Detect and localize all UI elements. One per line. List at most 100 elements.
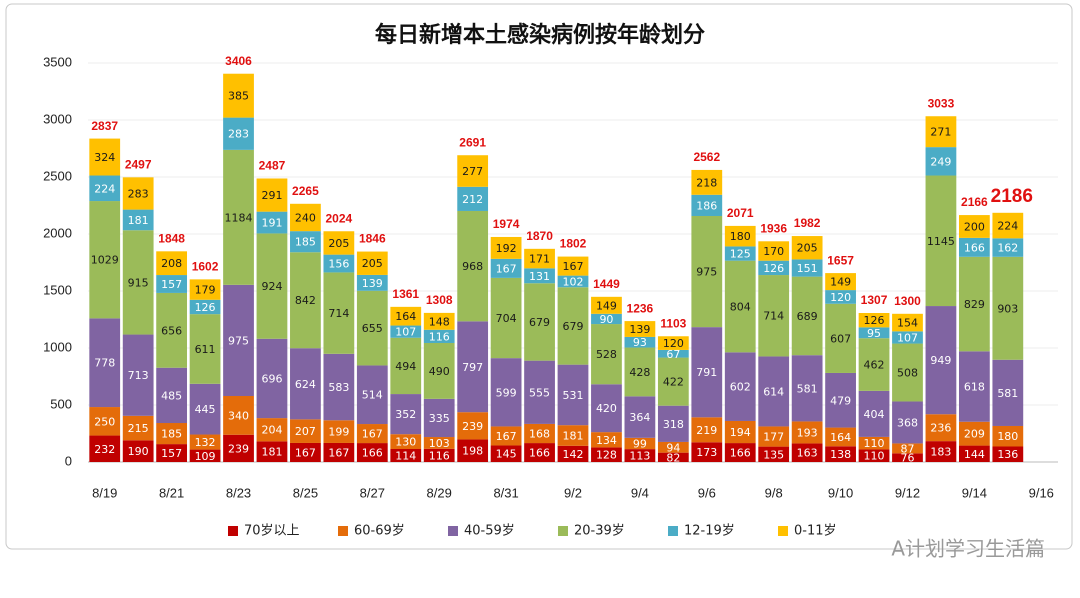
segment-label: 180 (997, 430, 1018, 443)
segment-label: 555 (529, 386, 550, 399)
segment-label: 385 (228, 90, 249, 103)
bar-segment (958, 421, 990, 446)
bar-segment (892, 453, 923, 462)
legend-swatch (668, 526, 678, 536)
segment-label: 180 (730, 230, 751, 243)
bar-segment (724, 260, 756, 353)
bar-segment (356, 251, 388, 275)
bar-segment (858, 449, 890, 462)
total-label: 1236 (627, 301, 654, 315)
bar-segment (791, 443, 823, 462)
segment-label: 205 (797, 242, 818, 255)
segment-label: 714 (328, 307, 349, 320)
segment-label: 531 (563, 389, 584, 402)
bar-segment (490, 277, 522, 359)
segment-label: 607 (830, 332, 851, 345)
segment-label: 340 (228, 409, 249, 422)
bar-segment (490, 258, 522, 278)
bar-segment (624, 336, 656, 348)
segment-label: 924 (261, 280, 282, 293)
segment-label: 183 (930, 446, 951, 459)
y-tick-label: 0 (65, 453, 72, 468)
bar-segment (758, 426, 790, 447)
x-tick-label: 8/19 (92, 485, 117, 500)
total-label: 1103 (660, 316, 686, 330)
bar-segment (256, 441, 288, 462)
bar-segment (423, 342, 455, 399)
bar-segment (892, 401, 923, 444)
segment-label: 125 (730, 248, 751, 261)
segment-label: 903 (997, 302, 1018, 315)
bar-segment (557, 425, 589, 446)
bar-segment (591, 384, 622, 433)
bar-segment (457, 321, 489, 413)
segment-label: 102 (563, 275, 584, 288)
segment-label: 494 (395, 360, 416, 373)
bar-segment (156, 367, 188, 424)
bar-segment (724, 225, 756, 247)
bar-segment (791, 355, 823, 422)
legend-label: 40-59岁 (464, 524, 515, 539)
segment-label: 157 (161, 447, 182, 460)
segment-label: 224 (997, 220, 1018, 233)
segment-label: 204 (261, 424, 282, 437)
bar-segment (858, 313, 890, 328)
segment-label: 181 (261, 446, 282, 459)
total-label: 3033 (928, 96, 955, 110)
total-label: 2497 (125, 158, 152, 172)
segment-label: 114 (395, 450, 416, 463)
segment-label: 171 (529, 253, 550, 266)
bar-segment (390, 325, 422, 338)
total-label: 1974 (493, 217, 520, 231)
x-tick-label: 9/12 (895, 485, 920, 500)
bar-segment (423, 398, 455, 438)
segment-label: 583 (328, 381, 349, 394)
bar-segment (356, 443, 388, 462)
y-tick-label: 2000 (43, 225, 72, 240)
bar-segment (691, 327, 723, 418)
bar-segment (122, 230, 154, 335)
total-label: 2837 (91, 119, 118, 133)
x-tick-label: 8/21 (159, 485, 184, 500)
bar-segment (691, 442, 723, 462)
segment-label: 162 (997, 242, 1018, 255)
bar-segment (825, 273, 856, 291)
y-tick-label: 3000 (43, 111, 72, 126)
bar-segment (791, 421, 823, 444)
segment-label: 151 (797, 262, 818, 275)
bar-segment (156, 251, 188, 276)
segment-label: 148 (429, 315, 450, 328)
bar-segment (256, 418, 288, 442)
bar-segment (624, 347, 656, 397)
segment-label: 179 (195, 284, 216, 297)
segment-label: 181 (563, 429, 584, 442)
total-label: 2071 (727, 206, 754, 220)
bar-segment (758, 275, 790, 357)
bar-segment (122, 177, 154, 210)
bar-segment (223, 149, 254, 285)
segment-label: 209 (964, 428, 985, 441)
bar-segment (89, 407, 121, 436)
segment-label: 250 (94, 415, 115, 428)
bar-segment (189, 279, 221, 300)
segment-label: 139 (362, 277, 383, 290)
segment-label: 704 (496, 312, 517, 325)
segment-label: 1029 (91, 254, 119, 267)
segment-label: 239 (462, 420, 483, 433)
segment-label: 318 (663, 418, 684, 431)
bar-segment (791, 236, 823, 260)
segment-label: 224 (94, 182, 115, 195)
bar-segment (156, 423, 188, 445)
segment-label: 164 (395, 310, 416, 323)
bar-segment (390, 306, 422, 326)
bar-segment (189, 449, 221, 462)
x-tick-label: 9/8 (765, 485, 783, 500)
segment-label: 192 (496, 242, 517, 255)
bar-segment (858, 338, 890, 391)
segment-label: 145 (496, 448, 517, 461)
bar-segment (323, 420, 355, 443)
legend-label: 70岁以上 (244, 524, 300, 539)
x-tick-label: 8/31 (493, 485, 518, 500)
segment-label: 277 (462, 165, 483, 178)
segment-label: 324 (94, 151, 115, 164)
